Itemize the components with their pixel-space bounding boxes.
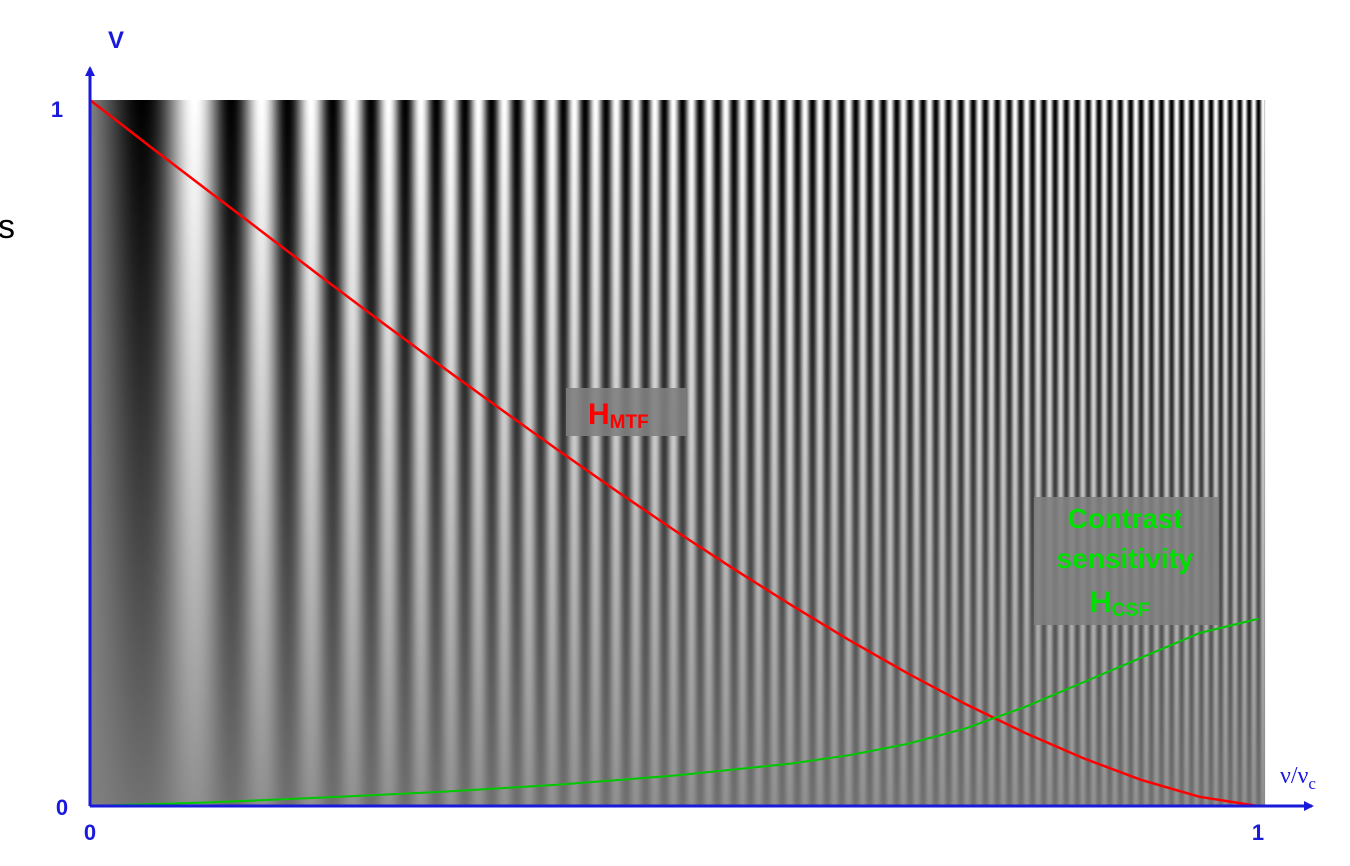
x-tick-0: 0 [84, 820, 96, 845]
mtf-point [264, 233, 267, 235]
mtf-point [965, 703, 967, 706]
mtf-point [439, 364, 442, 367]
csf-label-line2: sensitivity [1057, 543, 1194, 574]
csf-point [790, 762, 792, 765]
csf-label-line3: HCSF [1090, 586, 1150, 621]
mtf-label: HMTF [588, 398, 649, 433]
mtf-label-main: H [588, 398, 610, 431]
mtf-point [556, 448, 558, 451]
y-axis-label: V [108, 27, 124, 54]
mtf-point [498, 407, 500, 409]
mtf-point [1023, 731, 1026, 734]
mtf-point [614, 489, 617, 492]
mtf-label-box [566, 388, 686, 436]
x-axis-label-sub: c [1308, 774, 1316, 793]
csf-point [1140, 656, 1142, 659]
x-axis-label: ν/νc [1280, 763, 1316, 793]
mtf-points [89, 99, 1259, 807]
csf-point [673, 774, 675, 777]
mtf-point [906, 672, 909, 675]
x-tick-1: 1 [1252, 820, 1264, 845]
csf-point [1198, 632, 1201, 634]
mtf-point [790, 603, 792, 606]
mtf-point [381, 321, 383, 324]
mtf-point [1198, 796, 1201, 798]
csf-point [1023, 706, 1026, 708]
mtf-point [206, 188, 208, 191]
csf-label-line1: Contrast [1067, 503, 1182, 534]
mtf-point [848, 639, 850, 641]
mtf-label-sub: MTF [610, 412, 649, 433]
mtf-point [322, 277, 325, 280]
csf-point [206, 801, 208, 804]
csf-point [439, 791, 442, 793]
contrast-fade [90, 100, 1265, 806]
csf-point [556, 784, 558, 786]
mtf-point [731, 567, 734, 569]
csf-label-main: H [1090, 586, 1112, 619]
csf-point [848, 754, 850, 756]
csf-point [965, 727, 967, 730]
mtf-point [673, 529, 675, 531]
mtf-point [1082, 757, 1084, 759]
csf-label-box [1034, 497, 1218, 625]
mtf-point [1140, 779, 1142, 781]
csf-point [906, 743, 909, 745]
x-axis-label-main: ν/ν [1280, 763, 1309, 789]
csf-point [1257, 618, 1259, 620]
y-tick-1: 1 [51, 97, 63, 122]
csf-label-sub: CSF [1112, 600, 1150, 621]
csf-point [1082, 681, 1084, 684]
mtf-point [147, 144, 150, 146]
csf-point [322, 796, 325, 799]
y-tick-0: 0 [56, 795, 68, 820]
stray-letter: s [0, 208, 15, 246]
